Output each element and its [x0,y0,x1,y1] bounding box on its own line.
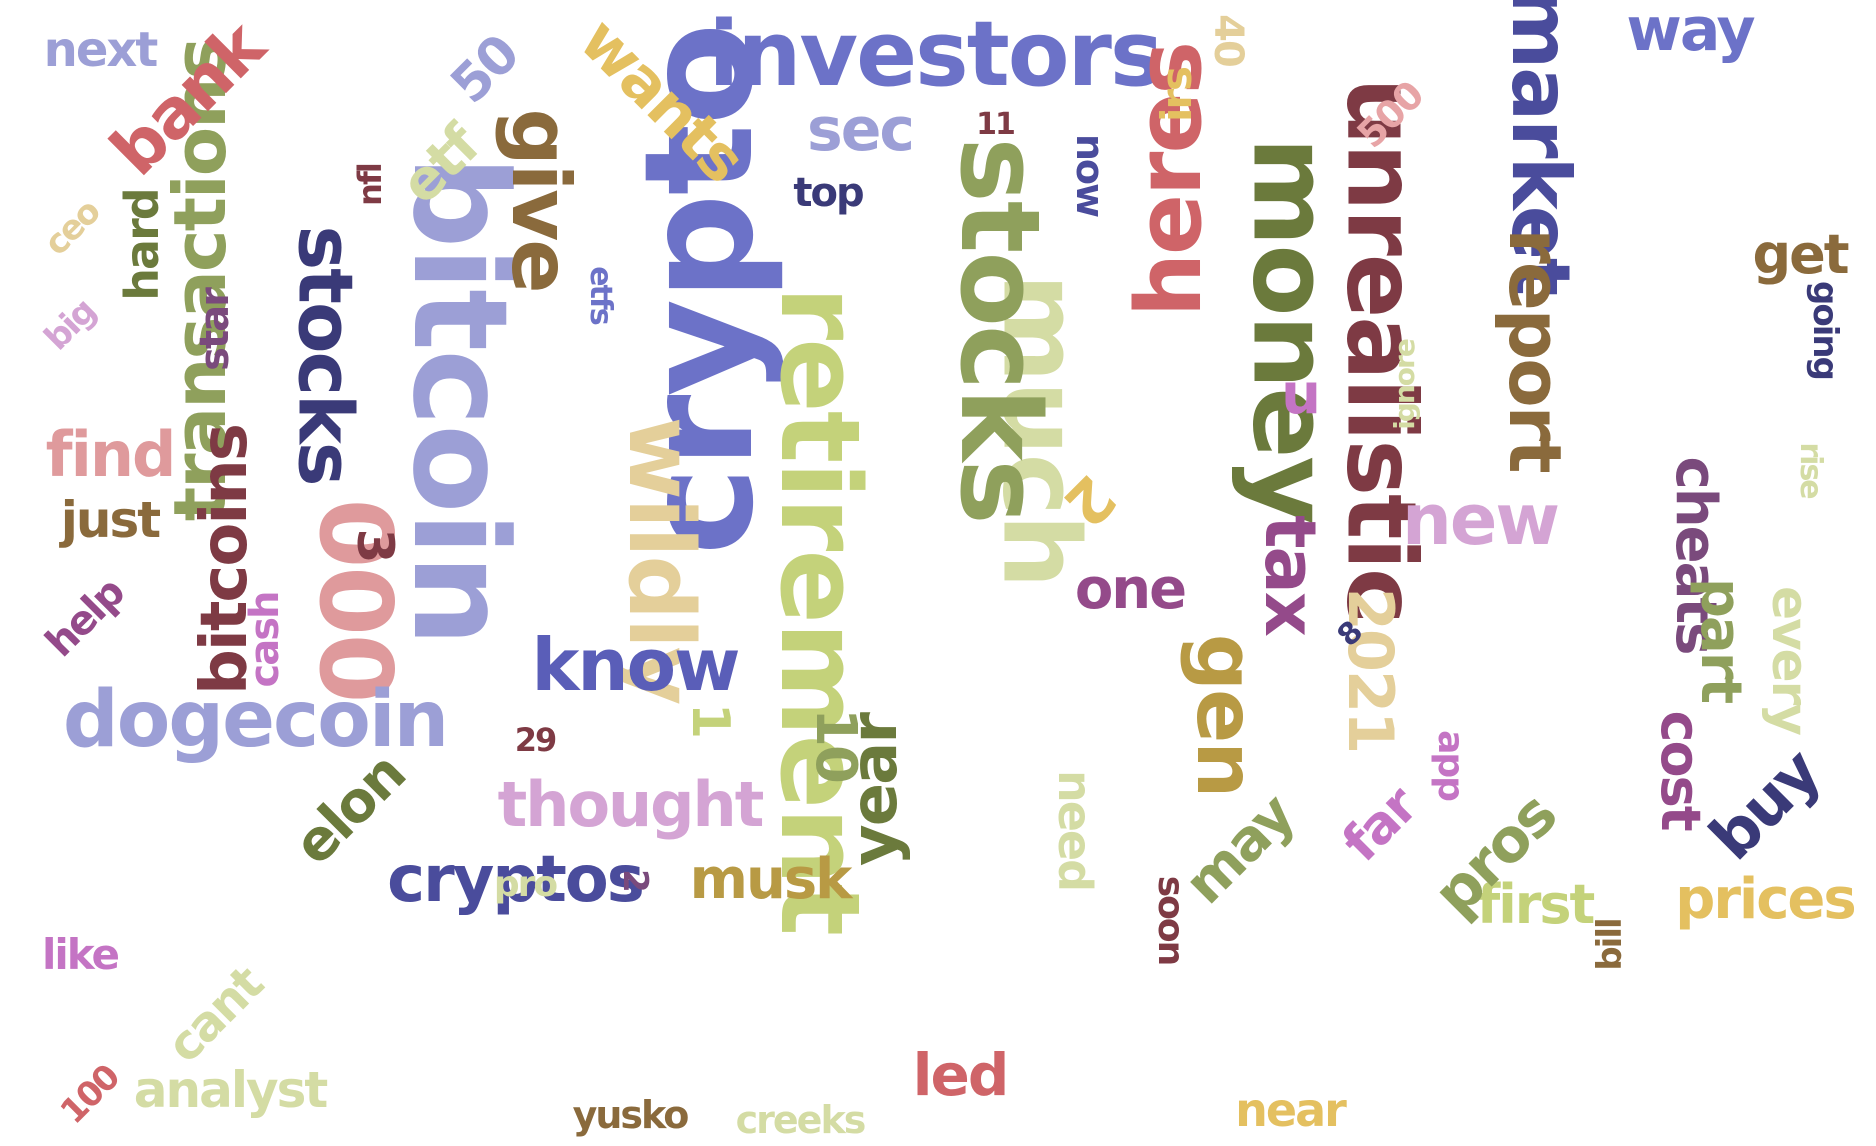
cloud-word: cant [156,956,274,1074]
cloud-word: musk [689,847,853,912]
cloud-word: 11 [976,107,1016,142]
cloud-word: 100 [52,1057,128,1133]
cloud-word: find [45,418,177,491]
cloud-word: every [1761,586,1819,734]
cloud-word: stocks [936,137,1064,523]
cloud-word: like [41,930,120,979]
cloud-word: help [36,569,134,667]
cloud-word: 1 [680,702,740,738]
cloud-word: stocks [281,225,370,485]
cloud-word: cash [242,592,288,688]
cloud-word: now [1068,133,1112,217]
cloud-word: get [1752,223,1849,286]
cloud-word: 40 [1205,14,1251,66]
cloud-word: 2 [615,869,655,891]
cloud-word: yusko [572,1093,690,1137]
cloud-word: ignore [1388,340,1421,430]
cloud-word: just [60,491,161,549]
cloud-word: app [1430,730,1471,800]
cloud-word: sec [807,95,915,165]
cloud-word: 2021 [1334,587,1407,753]
cloud-word: buy [1695,735,1834,874]
cloud-word: next [43,22,159,78]
cloud-word: may [1172,782,1307,917]
cloud-word: prices [1675,867,1856,932]
cloud-word: star [192,289,238,371]
cloud-word: new [1402,479,1560,561]
cloud-word: tax [1249,515,1331,635]
cloud-word: creeks [735,1098,867,1142]
cloud-word: rise [1793,442,1828,498]
cloud-word: bill [1590,919,1630,971]
cloud-word: near [1235,1083,1347,1137]
cloud-word: give [494,108,587,292]
cloud-word: analyst [133,1061,328,1119]
cloud-word: led [912,1041,1010,1109]
cloud-word: big [36,291,104,359]
cloud-word: part [1688,577,1753,703]
cloud-word: cryptos [387,843,645,917]
cloud-word: 29 [514,721,558,759]
cloud-word: dogecoin [62,675,449,765]
cloud-word: far [1331,776,1429,874]
cloud-word: way [1626,0,1755,65]
cloud-word: 10 [803,708,868,782]
cloud-word: hard [115,189,169,301]
cloud-word: soon [1150,875,1191,965]
cloud-word: know [531,623,740,707]
cloud-word: pro [493,864,558,905]
cloud-word: top [793,170,864,216]
cloud-word: nfl [351,164,389,206]
cloud-word: investors [708,2,1163,107]
cloud-word: 50 [439,24,531,116]
cloud-word: irs [1152,67,1201,123]
cloud-word: etfs [583,266,618,324]
cloud-word: first [1476,873,1596,936]
cloud-word: u [1281,362,1321,427]
cloud-word: thought [497,768,765,841]
cloud-word: one [1074,557,1187,622]
cloud-word: report [1493,228,1577,472]
cloud-word: gen [1179,633,1272,797]
cloud-word: 3 [346,528,404,562]
cloud-word: going [1805,281,1845,379]
cloud-word: ceo [36,192,108,264]
cloud-word: need [1048,769,1102,891]
cloud-word: cost [1649,710,1712,830]
